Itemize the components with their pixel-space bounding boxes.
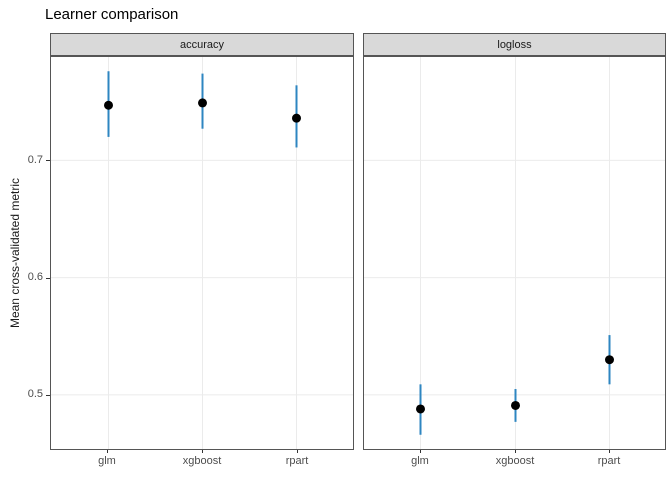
point-logloss-rpart xyxy=(605,355,614,365)
x-tick-mark-accuracy-glm xyxy=(107,450,108,453)
y-tick-label-0.7: 0.7 xyxy=(27,154,43,166)
x-tick-label-logloss-glm: glm xyxy=(411,455,429,467)
point-logloss-xgboost xyxy=(511,400,520,410)
y-tick-mark-0.5 xyxy=(46,395,50,396)
x-tick-label-logloss-xgboost: xgboost xyxy=(495,455,535,467)
y-axis-title: Mean cross-validated metric xyxy=(8,177,22,329)
y-tick-mark-0.6 xyxy=(46,278,50,279)
y-tick-mark-0.7 xyxy=(46,160,50,161)
x-tick-mark-logloss-xgboost xyxy=(515,450,516,453)
x-tick-label-logloss-rpart: rpart xyxy=(597,455,621,467)
y-tick-label-0.5: 0.5 xyxy=(27,388,43,400)
point-accuracy-rpart xyxy=(292,113,301,123)
facet-strip-accuracy: accuracy xyxy=(50,33,354,56)
x-tick-mark-accuracy-rpart xyxy=(297,450,298,453)
x-tick-label-accuracy-rpart: rpart xyxy=(285,455,309,467)
panel-accuracy xyxy=(50,56,354,450)
x-tick-label-accuracy-glm: glm xyxy=(98,455,116,467)
point-accuracy-xgboost xyxy=(198,98,207,108)
point-logloss-glm xyxy=(416,404,425,414)
y-tick-label-0.6: 0.6 xyxy=(27,271,43,283)
x-tick-mark-logloss-rpart xyxy=(609,450,610,453)
chart-title: Learner comparison xyxy=(45,6,179,23)
x-tick-mark-logloss-glm xyxy=(420,450,421,453)
point-accuracy-glm xyxy=(104,100,113,110)
panel-canvas-accuracy xyxy=(51,57,353,449)
x-tick-label-accuracy-xgboost: xgboost xyxy=(182,455,222,467)
panel-logloss xyxy=(363,56,666,450)
x-tick-mark-accuracy-xgboost xyxy=(202,450,203,453)
facet-strip-logloss: logloss xyxy=(363,33,666,56)
panel-canvas-logloss xyxy=(364,57,665,449)
